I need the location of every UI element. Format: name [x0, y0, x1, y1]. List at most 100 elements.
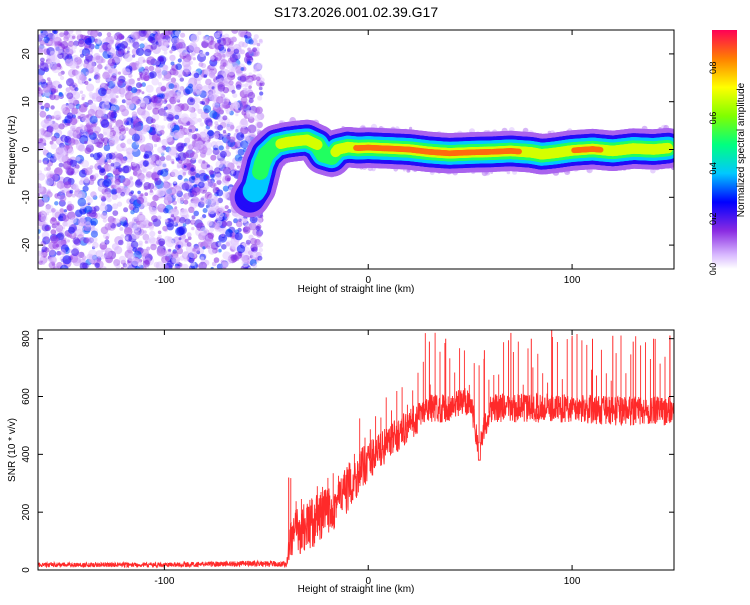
noise-speck [131, 32, 138, 39]
noise-speck [188, 207, 194, 213]
noise-speck [144, 192, 148, 196]
noise-speck [105, 100, 110, 105]
noise-speck [184, 165, 187, 168]
noise-speck [152, 108, 159, 115]
noise-speck [83, 186, 89, 192]
noise-speck [189, 42, 197, 50]
noise-speck [161, 139, 168, 146]
colorbar-tick-label: 0.4 [708, 162, 718, 175]
noise-speck [50, 105, 54, 109]
noise-speck [132, 162, 137, 167]
noise-speck [254, 115, 261, 122]
noise-speck [197, 31, 201, 35]
noise-speck [259, 248, 263, 252]
noise-speck [187, 97, 195, 105]
y-tick-label: 0 [21, 146, 32, 152]
noise-speck [186, 143, 193, 150]
noise-speck [47, 227, 51, 231]
noise-speck [141, 249, 149, 257]
noise-speck [106, 83, 109, 86]
noise-speck [206, 176, 209, 179]
noise-speck [191, 219, 195, 223]
noise-speck [120, 216, 126, 222]
x-tick-label: 100 [564, 576, 581, 587]
noise-speck [165, 219, 168, 222]
noise-speck [219, 213, 224, 218]
noise-speck [208, 180, 215, 187]
noise-speck [240, 140, 248, 148]
noise-speck [193, 57, 196, 60]
noise-speck [112, 53, 117, 58]
noise-speck [220, 159, 226, 165]
noise-speck [189, 251, 196, 258]
noise-speck [256, 232, 262, 238]
noise-speck [208, 232, 215, 239]
noise-speck [85, 38, 92, 45]
noise-speck [214, 223, 221, 230]
noise-speck [132, 247, 137, 252]
noise-speck [201, 133, 209, 141]
noise-speck [246, 240, 251, 245]
noise-speck [101, 227, 109, 235]
noise-speck [66, 54, 72, 60]
noise-speck [129, 176, 133, 180]
noise-speck [92, 225, 95, 228]
noise-speck [234, 49, 239, 54]
noise-speck [122, 178, 130, 186]
noise-speck [129, 192, 133, 196]
noise-speck [182, 183, 190, 191]
noise-speck [140, 178, 145, 183]
noise-speck [102, 72, 110, 80]
noise-speck [241, 67, 245, 71]
noise-speck [64, 209, 67, 212]
noise-speck [195, 173, 200, 178]
noise-speck [169, 55, 175, 61]
noise-speck [87, 65, 92, 70]
noise-speck [240, 76, 247, 83]
noise-speck [125, 127, 129, 131]
noise-speck [158, 235, 162, 239]
noise-speck [231, 254, 239, 262]
x-tick-label: -100 [154, 275, 174, 286]
noise-speck [164, 107, 168, 111]
noise-speck [44, 132, 52, 140]
noise-speck [222, 251, 230, 259]
noise-speck [97, 165, 101, 169]
noise-speck [54, 46, 63, 55]
noise-speck [155, 67, 161, 73]
noise-speck [84, 177, 90, 183]
noise-speck [89, 92, 94, 97]
noise-speck [64, 181, 71, 188]
noise-speck [67, 204, 74, 211]
noise-speck [122, 99, 126, 103]
noise-speck [122, 166, 130, 174]
noise-speck [155, 33, 162, 40]
noise-speck [239, 119, 248, 128]
noise-speck [203, 105, 211, 113]
noise-speck [111, 106, 116, 111]
noise-speck [118, 124, 121, 127]
noise-speck [152, 134, 161, 143]
noise-speck [248, 85, 252, 89]
noise-speck [257, 256, 262, 261]
noise-speck [149, 155, 156, 162]
noise-speck [234, 101, 239, 106]
noise-speck [66, 78, 74, 86]
y-tick-label: 10 [21, 96, 32, 108]
noise-speck [162, 226, 168, 232]
noise-speck [144, 260, 149, 265]
noise-speck [149, 231, 155, 237]
noise-speck [95, 142, 100, 147]
noise-speck [88, 109, 95, 116]
noise-speck [121, 158, 127, 164]
noise-speck [52, 224, 57, 229]
noise-speck [131, 96, 140, 105]
noise-speck [196, 150, 199, 153]
x-tick-label: 100 [564, 275, 581, 286]
noise-speck [40, 40, 46, 46]
noise-speck [218, 249, 222, 253]
noise-speck [79, 104, 88, 113]
noise-speck [218, 84, 226, 92]
